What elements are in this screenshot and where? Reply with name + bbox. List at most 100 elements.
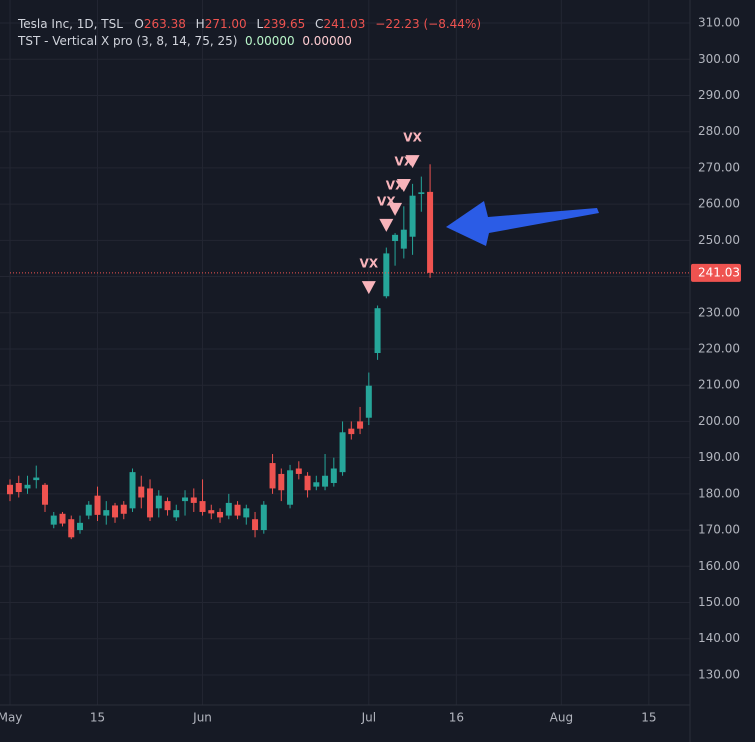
- candle-body: [322, 475, 329, 487]
- y-tick-label: 140.00: [698, 631, 740, 645]
- axes: 130.00 140.00 150.00 160.00 170.00 180.00 190.…: [0, 16, 741, 725]
- candle-body: [77, 522, 84, 531]
- candle-body: [190, 497, 197, 503]
- ohlc-key: H: [195, 17, 205, 31]
- candle-body: [339, 432, 346, 473]
- candle-body: [199, 501, 206, 512]
- y-tick-label: 130.00: [698, 667, 740, 681]
- candle-body: [129, 472, 136, 509]
- x-tick-label: 15: [641, 711, 656, 725]
- candle-body: [330, 468, 337, 483]
- last-price-label: 241.03: [698, 265, 740, 279]
- ohlc-key: L: [256, 17, 264, 31]
- x-tick-label: 15: [90, 711, 105, 725]
- x-tick-label: May: [0, 711, 22, 725]
- y-tick-label: 300.00: [698, 52, 740, 66]
- symbol-title: Tesla Inc, 1D, TSL: [18, 17, 123, 31]
- candle-body: [304, 475, 311, 491]
- candle-body: [400, 229, 407, 249]
- indicator-name: TST - Vertical X pro (3, 8, 14, 75, 25): [18, 34, 238, 48]
- y-tick-label: 230.00: [698, 305, 740, 319]
- candle-body: [103, 510, 110, 516]
- ohlc-key: C: [315, 17, 324, 31]
- candle-body: [182, 497, 189, 502]
- candle-body: [120, 504, 127, 514]
- y-tick-label: 220.00: [698, 341, 740, 355]
- signal-marker: [361, 281, 376, 295]
- candle-body: [243, 508, 250, 518]
- signal-label: VX: [403, 131, 422, 145]
- signal-label: VX: [360, 257, 379, 271]
- candle-body: [33, 477, 40, 481]
- candle-body: [138, 486, 145, 498]
- candle-body: [225, 502, 232, 516]
- ohlc-value: 271.00: [204, 17, 247, 31]
- candle-body: [287, 470, 294, 505]
- annotation-arrow: [446, 201, 599, 246]
- candle-body: [50, 515, 57, 525]
- symbol-line: Tesla Inc, 1D, TSL O263.38 H271.00 L239.…: [18, 16, 487, 33]
- y-tick-label: 200.00: [698, 414, 740, 428]
- candle-body: [427, 191, 434, 273]
- candle-body: [85, 504, 92, 516]
- candle-body: [217, 511, 224, 518]
- y-tick-label: 280.00: [698, 124, 740, 138]
- candle-body: [68, 519, 75, 538]
- y-tick-label: 210.00: [698, 378, 740, 392]
- candle-body: [260, 504, 267, 531]
- candle-body: [313, 482, 320, 487]
- y-tick-label: 170.00: [698, 523, 740, 537]
- y-tick-label: 310.00: [698, 16, 740, 30]
- signal-marker: [405, 155, 420, 169]
- ohlc-value: 241.03: [323, 17, 366, 31]
- grid: [0, 0, 690, 705]
- change: −22.23 (−8.44%): [375, 17, 482, 31]
- candle-body: [147, 488, 154, 518]
- indicator-value: 0.00000: [245, 34, 295, 48]
- candle-body: [234, 504, 241, 516]
- candle-body: [112, 505, 119, 518]
- candle-body: [94, 495, 101, 515]
- candle-body: [348, 428, 355, 435]
- candle-body: [24, 484, 31, 489]
- candle-body: [392, 234, 399, 242]
- ohlc-value: 263.38: [143, 17, 186, 31]
- y-tick-label: 180.00: [698, 486, 740, 500]
- candle-body: [59, 513, 66, 524]
- ohlc-key: O: [134, 17, 144, 31]
- candle-body: [357, 421, 364, 429]
- indicator-value: 0.00000: [302, 34, 352, 48]
- candle-body: [418, 192, 425, 194]
- candle-body: [278, 473, 285, 491]
- y-tick-label: 250.00: [698, 233, 740, 247]
- indicator-line: TST - Vertical X pro (3, 8, 14, 75, 25) …: [18, 33, 487, 50]
- candle-body: [164, 501, 171, 511]
- candle-body: [383, 253, 390, 297]
- signal-marker: [388, 202, 403, 216]
- candle-body: [269, 463, 276, 489]
- candle-body: [374, 308, 381, 354]
- candle-body: [42, 484, 49, 505]
- candle-body: [15, 482, 22, 493]
- candle-body: [208, 510, 215, 514]
- signal-marker: [379, 218, 394, 232]
- candle-body: [252, 519, 259, 531]
- candle-body: [365, 385, 372, 418]
- y-tick-label: 150.00: [698, 595, 740, 609]
- signal-marker: [396, 179, 411, 193]
- candle-body: [7, 484, 13, 495]
- candle-body: [173, 510, 180, 518]
- y-tick-label: 290.00: [698, 88, 740, 102]
- y-tick-label: 160.00: [698, 559, 740, 573]
- candle-body: [409, 195, 416, 237]
- x-tick-label: Jun: [192, 711, 212, 725]
- legend: Tesla Inc, 1D, TSL O263.38 H271.00 L239.…: [18, 16, 487, 50]
- x-tick-label: Aug: [550, 711, 573, 725]
- last-price-box: [691, 263, 741, 282]
- y-tick-label: 260.00: [698, 197, 740, 211]
- y-tick-label: 270.00: [698, 160, 740, 174]
- ohlc-value: 239.65: [263, 17, 306, 31]
